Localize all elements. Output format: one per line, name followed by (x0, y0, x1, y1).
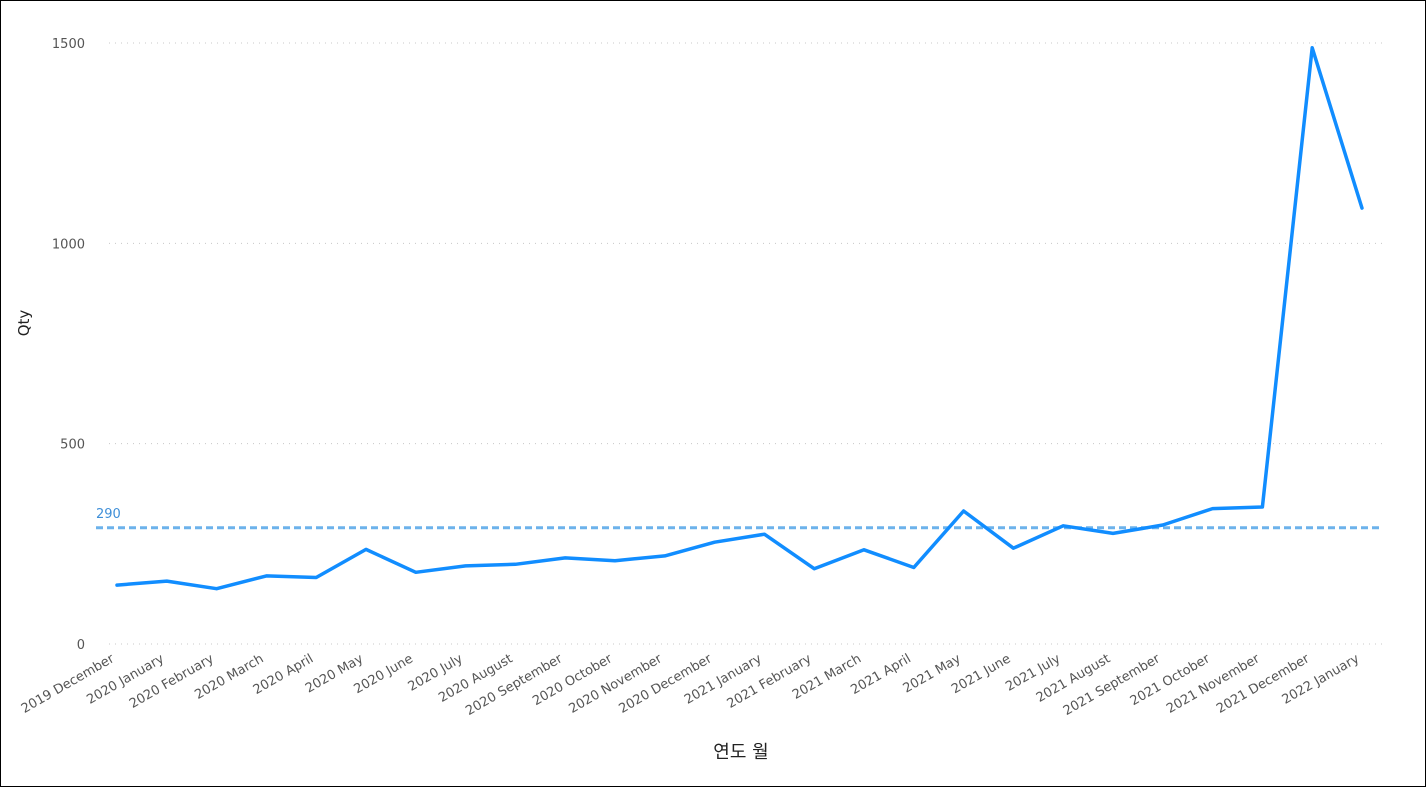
series-line-0 (115, 46, 1364, 591)
y-tick-label: 500 (60, 438, 85, 453)
gridlines (109, 42, 1383, 645)
y-axis-ticks: 0 500 1000 1500 (52, 37, 85, 653)
reference-line-label: 290 (96, 507, 121, 522)
x-axis-title: 연도 월 (713, 742, 768, 763)
y-tick-label: 1000 (52, 237, 85, 252)
x-tick-label: 2021 February (725, 651, 815, 712)
reference-line-group: 290 (96, 507, 1383, 530)
y-tick-label: 1500 (52, 37, 85, 52)
x-tick-label: 2020 February (127, 651, 217, 712)
y-tick-label: 0 (77, 638, 85, 653)
series-group (115, 46, 1364, 591)
y-axis-title: Qty (15, 310, 33, 337)
